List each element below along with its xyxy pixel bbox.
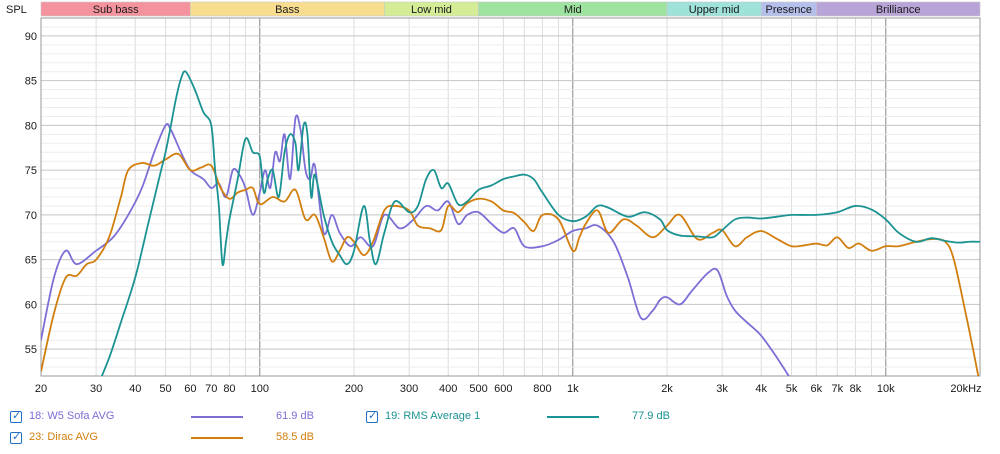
legend-swatch bbox=[191, 437, 243, 439]
series-line-3 bbox=[100, 70, 980, 376]
plot-border bbox=[40, 17, 981, 377]
x-tick-label: 600 bbox=[494, 383, 512, 395]
band-label: Mid bbox=[564, 4, 582, 16]
band-label: Bass bbox=[275, 4, 300, 16]
x-tick-label: 7k bbox=[831, 383, 843, 395]
band-label: Presence bbox=[766, 4, 812, 16]
legend-swatch bbox=[191, 416, 243, 418]
y-tick-label: 85 bbox=[25, 76, 37, 88]
x-tick-label: 60 bbox=[184, 383, 196, 395]
frequency-bands: Sub bass Bass Low mid Mid Upper mid Presence B… bbox=[40, 1, 981, 17]
x-tick-label: 8k bbox=[850, 383, 862, 395]
y-tick-label: 90 bbox=[25, 31, 37, 43]
x-tick-label: 2k bbox=[661, 383, 673, 395]
series-line-2 bbox=[41, 152, 980, 376]
x-tick-label: 20 bbox=[35, 383, 47, 395]
band-label: Brilliance bbox=[876, 4, 921, 16]
x-tick-label: 3k bbox=[716, 383, 728, 395]
legend-checkbox[interactable] bbox=[366, 409, 378, 423]
band-label: Upper mid bbox=[689, 4, 740, 16]
legend-series-name[interactable]: 23: Dirac AVG bbox=[29, 431, 98, 443]
y-axis-label: SPL bbox=[6, 4, 27, 16]
x-tick-label: 4k bbox=[755, 383, 767, 395]
x-tick-label: 30 bbox=[90, 383, 102, 395]
y-tick-label: 75 bbox=[25, 165, 37, 177]
legend-value: 77.9 dB bbox=[632, 410, 670, 422]
x-tick-label: 400 bbox=[439, 383, 457, 395]
x-tick-label: 300 bbox=[400, 383, 418, 395]
legend-series-name[interactable]: 19: RMS Average 1 bbox=[385, 410, 481, 422]
y-tick-label: 55 bbox=[25, 344, 37, 356]
y-tick-label: 60 bbox=[25, 299, 37, 311]
x-tick-label: 1k bbox=[567, 383, 579, 395]
y-axis: SPL 55 60 65 70 75 80 85 90 bbox=[6, 4, 37, 356]
band-label: Low mid bbox=[411, 4, 452, 16]
grid bbox=[40, 17, 981, 377]
x-tick-label: 10k bbox=[877, 383, 895, 395]
x-tick-label: 40 bbox=[129, 383, 141, 395]
y-tick-label: 65 bbox=[25, 255, 37, 267]
legend-value: 61.9 dB bbox=[276, 410, 314, 422]
x-tick-label: 6k bbox=[811, 383, 823, 395]
x-axis: 20 30 40 50 60 70 80 100 200 300 400 500 600 800 1k 2k 3… bbox=[35, 383, 982, 395]
x-tick-label: 100 bbox=[251, 383, 269, 395]
legend-checkbox[interactable] bbox=[10, 409, 22, 423]
x-tick-label: 20kHz bbox=[950, 383, 981, 395]
y-tick-label: 80 bbox=[25, 120, 37, 132]
x-tick-label: 800 bbox=[533, 383, 551, 395]
x-tick-label: 50 bbox=[159, 383, 171, 395]
x-tick-label: 70 bbox=[205, 383, 217, 395]
x-tick-label: 5k bbox=[786, 383, 798, 395]
legend-swatch bbox=[547, 416, 599, 418]
series-line-1 bbox=[41, 114, 790, 376]
band-label: Sub bass bbox=[93, 4, 139, 16]
legend-series-name[interactable]: 18: W5 Sofa AVG bbox=[29, 410, 115, 422]
x-tick-label: 80 bbox=[223, 383, 235, 395]
x-tick-label: 200 bbox=[345, 383, 363, 395]
band-brilliance bbox=[816, 1, 981, 17]
x-tick-label: 500 bbox=[469, 383, 487, 395]
series bbox=[41, 70, 980, 376]
legend-checkbox[interactable] bbox=[10, 430, 22, 444]
legend-value: 58.5 dB bbox=[276, 431, 314, 443]
y-tick-label: 70 bbox=[25, 210, 37, 222]
